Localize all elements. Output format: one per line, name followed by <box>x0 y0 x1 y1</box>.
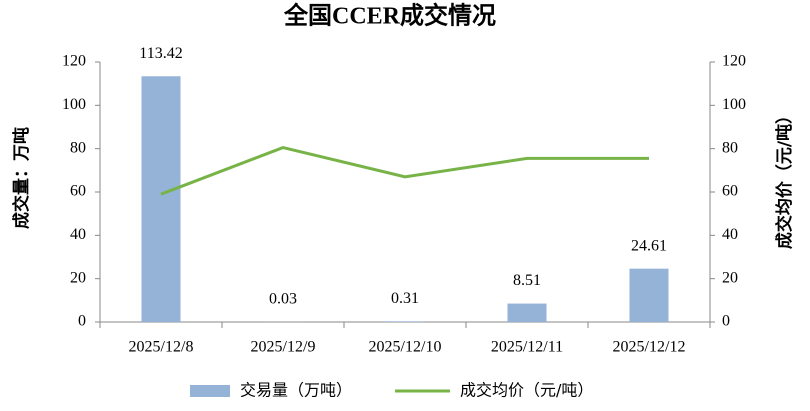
value-label: 0.03 <box>269 291 297 308</box>
x-tick-label: 2025/12/11 <box>491 339 563 356</box>
y2-tick-label: 80 <box>722 139 738 156</box>
y-tick-label: 20 <box>70 269 86 286</box>
y2-tick-label: 100 <box>722 96 746 113</box>
legend-swatch <box>190 385 230 397</box>
bar <box>385 321 425 322</box>
bar <box>629 268 669 322</box>
y-tick-label: 100 <box>62 96 86 113</box>
y2-axis-label: 成交均价（元/吨） <box>774 107 795 249</box>
y-tick-label: 80 <box>70 139 86 156</box>
value-label: 0.31 <box>391 290 419 307</box>
y2-tick-label: 120 <box>722 53 746 70</box>
value-label: 113.42 <box>139 45 182 62</box>
value-label: 24.61 <box>631 237 667 254</box>
x-tick-label: 2025/12/10 <box>369 339 442 356</box>
line <box>160 146 649 196</box>
y-tick-label: 40 <box>70 226 86 243</box>
bar <box>141 76 181 322</box>
x-tick-label: 2025/12/8 <box>129 339 194 356</box>
bar <box>507 303 547 322</box>
x-tick-label: 2025/12/9 <box>251 339 316 356</box>
value-label: 8.51 <box>513 272 541 289</box>
y2-tick-label: 20 <box>722 269 738 286</box>
y2-tick-label: 40 <box>722 226 738 243</box>
y2-tick-label: 0 <box>722 313 730 330</box>
y-tick-label: 60 <box>70 183 86 200</box>
y-tick-label: 0 <box>78 313 86 330</box>
legend-label: 成交均价（元/吨） <box>460 381 593 400</box>
y-axis-label: 成交量：万吨 <box>11 127 32 229</box>
y-tick-label: 120 <box>62 53 86 70</box>
x-tick-label: 2025/12/12 <box>613 339 686 356</box>
chart-title: 全国CCER成交情况 <box>283 2 496 30</box>
y2-tick-label: 60 <box>722 183 738 200</box>
legend-label: 交易量（万吨） <box>240 381 352 400</box>
